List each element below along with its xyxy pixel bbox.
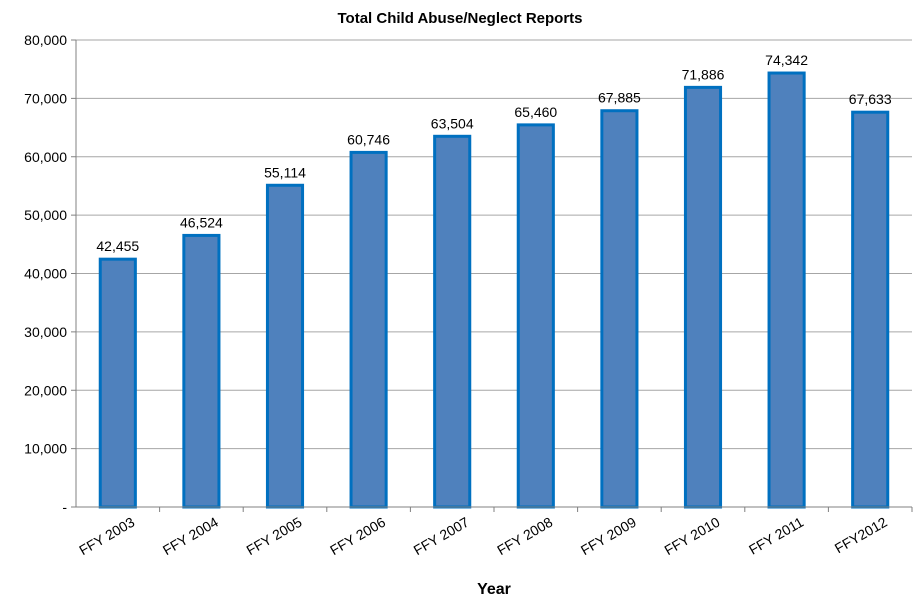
x-tick-label: FFY 2009 — [578, 514, 639, 559]
y-tick-label: 80,000 — [24, 32, 67, 48]
x-axis-label: Year — [477, 581, 511, 598]
bar — [265, 183, 305, 509]
bar — [349, 150, 388, 509]
data-label: 55,114 — [264, 164, 306, 180]
data-label: 74,342 — [765, 52, 808, 68]
x-tick-label: FFY 2011 — [746, 514, 806, 558]
bar — [600, 109, 639, 509]
data-label: 46,524 — [180, 214, 223, 230]
x-tick-label: FFY2012 — [832, 514, 890, 557]
y-tick-label: 10,000 — [24, 441, 67, 457]
bar — [767, 71, 806, 509]
bar — [516, 123, 555, 509]
bar — [851, 110, 890, 509]
y-tick-label: 30,000 — [24, 324, 67, 340]
y-tick-label: 70,000 — [24, 90, 67, 106]
bars — [98, 71, 890, 509]
x-tick-label: FFY 2007 — [411, 514, 472, 559]
data-labels: 42,455 46,524 55,114 60,746 63,504 65,460 67,8… — [96, 52, 891, 254]
x-tick-label: FFY 2004 — [160, 514, 221, 559]
data-label: 42,455 — [96, 238, 139, 254]
y-tick-label: 20,000 — [24, 382, 67, 398]
x-axis-ticks: FFY 2003 FFY 2004 FFY 2005 FFY 2006 FFY 2007… — [76, 507, 913, 559]
bar — [182, 233, 221, 509]
x-tick-label: FFY 2006 — [327, 514, 388, 559]
data-label: 63,504 — [431, 115, 474, 131]
y-tick-label: 40,000 — [24, 266, 67, 282]
data-label: 60,746 — [347, 131, 390, 147]
y-axis-ticks: - 10,000 20,000 30,000 40,000 50,000 60,000 70,… — [24, 32, 76, 515]
x-tick-label: FFY 2003 — [76, 514, 137, 559]
data-label: 67,885 — [598, 90, 641, 106]
y-tick-label: 50,000 — [24, 207, 67, 223]
y-tick-label: 60,000 — [24, 149, 67, 165]
x-tick-label: FFY 2008 — [494, 514, 555, 559]
x-tick-label: FFY 2010 — [661, 514, 722, 559]
data-label: 65,460 — [514, 104, 557, 120]
bar — [98, 257, 137, 509]
chart-title: Total Child Abuse/Neglect Reports — [337, 10, 582, 27]
data-label: 67,633 — [849, 91, 892, 107]
data-label: 71,886 — [682, 66, 725, 82]
y-tick-label: - — [62, 499, 67, 515]
bar — [683, 85, 723, 509]
bar — [433, 134, 472, 509]
x-tick-label: FFY 2005 — [243, 514, 304, 559]
